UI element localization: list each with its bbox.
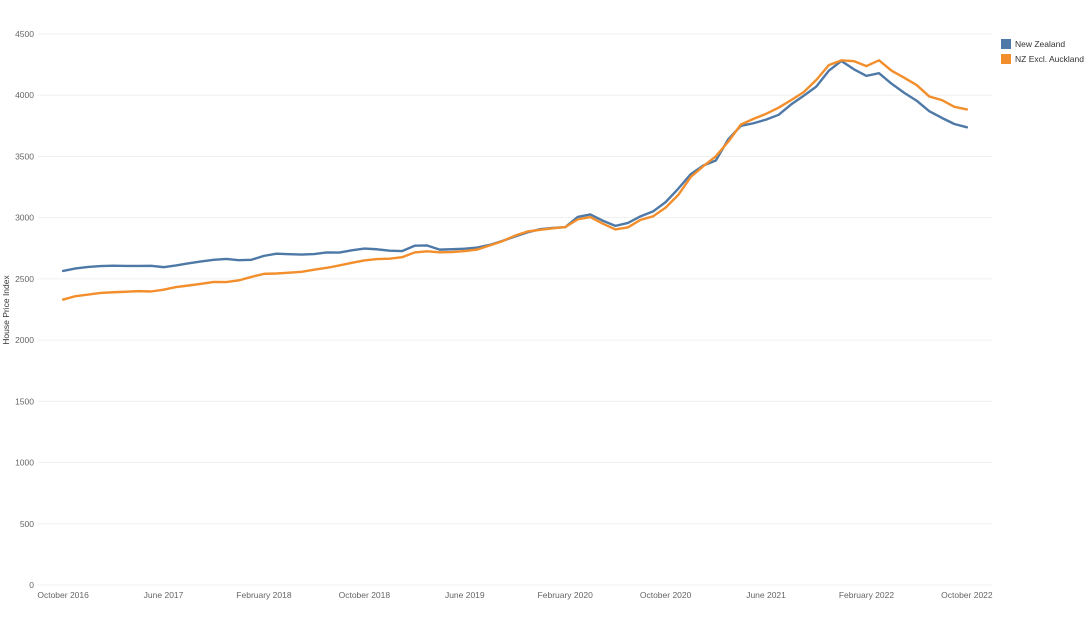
x-tick-label: February 2018 xyxy=(236,590,292,600)
legend-swatch-series-1 xyxy=(1001,38,1011,49)
x-tick-label: February 2022 xyxy=(839,590,895,600)
gridlines xyxy=(38,33,992,586)
x-tick-label: October 2018 xyxy=(339,590,391,600)
y-tick-label: 2500 xyxy=(15,274,34,284)
y-tick-label: 3000 xyxy=(15,213,34,223)
x-tick-label: June 2017 xyxy=(144,590,184,600)
y-tick-label: 1500 xyxy=(15,396,34,406)
y-tick-label: 1000 xyxy=(15,458,34,468)
y-tick-label: 3500 xyxy=(15,151,34,161)
legend-item-series-2[interactable]: NZ Excl. Auckland xyxy=(1001,51,1084,66)
x-tick-label: June 2019 xyxy=(445,590,485,600)
x-axis-ticks: October 2016 June 2017 February 2018 Octobe… xyxy=(37,590,993,600)
x-tick-label: October 2022 xyxy=(941,590,993,600)
x-tick-label: February 2020 xyxy=(538,590,594,600)
legend-label-series-1: New Zealand xyxy=(1015,38,1066,49)
x-tick-label: October 2020 xyxy=(640,590,692,600)
y-tick-label: 2000 xyxy=(15,335,34,345)
y-axis-ticks: 0 500 1000 1500 2000 2500 3000 3500 4000 4500 xyxy=(15,29,34,590)
y-tick-label: 4500 xyxy=(15,29,34,39)
x-tick-label: June 2021 xyxy=(746,590,786,600)
y-tick-label: 500 xyxy=(20,519,34,529)
legend-label-series-2: NZ Excl. Auckland xyxy=(1015,53,1084,64)
series-lines xyxy=(61,59,969,301)
y-tick-label: 4000 xyxy=(15,90,34,100)
x-tick-label: October 2016 xyxy=(37,590,89,600)
legend-item-series-1[interactable]: New Zealand xyxy=(1001,36,1084,51)
y-axis-label: House Price Index xyxy=(1,275,11,345)
legend: New Zealand NZ Excl. Auckland xyxy=(1001,36,1084,66)
series-line-1[interactable] xyxy=(61,59,969,273)
legend-swatch-series-2 xyxy=(1001,53,1011,64)
y-tick-label: 0 xyxy=(29,580,34,590)
series-line-2[interactable] xyxy=(61,59,969,301)
